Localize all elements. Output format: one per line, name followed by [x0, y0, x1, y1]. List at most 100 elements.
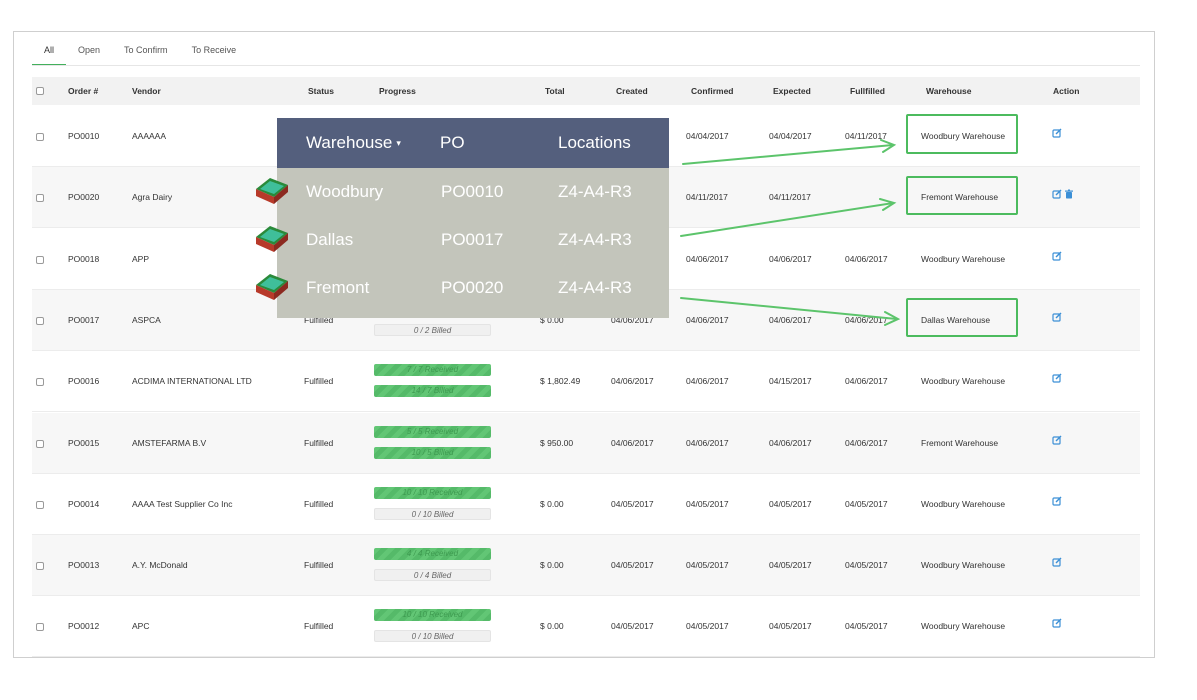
billed-progress-bar: 0 / 10 Billed: [374, 630, 491, 642]
expected-date: 04/05/2017: [769, 560, 812, 570]
column-warehouse[interactable]: Warehouse: [926, 86, 972, 96]
table-row[interactable]: PO0016 ACDIMA INTERNATIONAL LTD Fulfilled $…: [32, 351, 1140, 412]
column-status[interactable]: Status: [308, 86, 334, 96]
callout-warehouse-2: Dallas: [306, 230, 353, 250]
order-number[interactable]: PO0020: [68, 192, 99, 202]
edit-icon[interactable]: [1052, 251, 1062, 261]
created-date: 04/05/2017: [611, 621, 654, 631]
expected-date: 04/11/2017: [769, 192, 811, 202]
row-actions: [1052, 373, 1062, 383]
order-number[interactable]: PO0014: [68, 499, 99, 509]
callout-header-warehouse[interactable]: Warehouse ▾: [306, 133, 401, 153]
received-progress-bar: 7 / 7 Received: [374, 364, 491, 376]
tab-to-receive[interactable]: To Receive: [180, 42, 249, 66]
edit-icon[interactable]: [1052, 496, 1062, 506]
warehouse-name: Woodbury Warehouse: [921, 560, 1005, 570]
edit-icon[interactable]: [1052, 618, 1062, 628]
vendor-name: AAAAAA: [132, 131, 166, 141]
warehouse-building-icon: [254, 175, 290, 205]
fulfilled-date: 04/06/2017: [845, 376, 888, 386]
row-checkbox[interactable]: [36, 440, 44, 448]
row-actions: [1052, 557, 1062, 567]
row-checkbox[interactable]: [36, 378, 44, 386]
filter-tabs: All Open To Confirm To Receive: [32, 42, 248, 66]
column-created[interactable]: Created: [616, 86, 648, 96]
trash-icon[interactable]: [1064, 189, 1074, 199]
total-amount: $ 1,802.49: [540, 376, 580, 386]
vendor-name: ASPCA: [132, 315, 161, 325]
warehouse-name: Woodbury Warehouse: [921, 499, 1005, 509]
row-actions: [1052, 618, 1062, 628]
created-date: 04/05/2017: [611, 499, 654, 509]
status-text: Fulfilled: [304, 438, 333, 448]
row-checkbox[interactable]: [36, 562, 44, 570]
column-progress[interactable]: Progress: [379, 86, 416, 96]
expected-date: 04/05/2017: [769, 621, 812, 631]
tab-open[interactable]: Open: [66, 42, 112, 66]
callout-header-locations: Locations: [558, 133, 631, 153]
vendor-name: APP: [132, 254, 149, 264]
row-checkbox[interactable]: [36, 194, 44, 202]
column-expected[interactable]: Expected: [773, 86, 811, 96]
column-action: Action: [1053, 86, 1079, 96]
order-number[interactable]: PO0018: [68, 254, 99, 264]
order-number[interactable]: PO0013: [68, 560, 99, 570]
order-number[interactable]: PO0015: [68, 438, 99, 448]
callout-warehouse-3: Fremont: [306, 278, 369, 298]
fulfilled-date: 04/06/2017: [845, 315, 888, 325]
column-confirmed[interactable]: Confirmed: [691, 86, 734, 96]
column-total[interactable]: Total: [545, 86, 565, 96]
fulfilled-date: 04/06/2017: [845, 254, 888, 264]
edit-icon[interactable]: [1052, 557, 1062, 567]
row-checkbox[interactable]: [36, 256, 44, 264]
expected-date: 04/06/2017: [769, 254, 812, 264]
total-amount: $ 0.00: [540, 621, 564, 631]
callout-body: Woodbury PO0010 Z4-A4-R3 Dallas PO0017 Z…: [277, 168, 669, 318]
fulfilled-date: 04/05/2017: [845, 621, 888, 631]
row-actions: [1052, 496, 1062, 506]
callout-location-3: Z4-A4-R3: [558, 278, 632, 298]
edit-icon[interactable]: [1052, 312, 1062, 322]
warehouse-location-callout: Warehouse ▾ PO Locations Woodbury PO0010 …: [277, 118, 669, 318]
confirmed-date: 04/05/2017: [686, 621, 729, 631]
vendor-name: Agra Dairy: [132, 192, 172, 202]
confirmed-date: 04/06/2017: [686, 438, 729, 448]
received-progress-bar: 5 / 5 Received: [374, 426, 491, 438]
edit-icon[interactable]: [1052, 189, 1062, 199]
row-actions: [1052, 128, 1062, 138]
table-row[interactable]: PO0014 AAAA Test Supplier Co Inc Fulfilled…: [32, 474, 1140, 535]
vendor-name: APC: [132, 621, 149, 631]
row-checkbox[interactable]: [36, 133, 44, 141]
table-header: Order # Vendor Status Progress Total Cre…: [32, 77, 1140, 105]
tab-to-confirm[interactable]: To Confirm: [112, 42, 180, 66]
select-all-checkbox[interactable]: [36, 87, 44, 95]
received-progress-bar: 10 / 10 Received: [374, 487, 491, 499]
edit-icon[interactable]: [1052, 128, 1062, 138]
column-vendor[interactable]: Vendor: [132, 86, 161, 96]
tab-all[interactable]: All: [32, 42, 66, 66]
column-fulfilled[interactable]: Fullfilled: [850, 86, 885, 96]
status-text: Fulfilled: [304, 621, 333, 631]
column-order[interactable]: Order #: [68, 86, 98, 96]
row-checkbox[interactable]: [36, 501, 44, 509]
total-amount: $ 0.00: [540, 499, 564, 509]
table-row[interactable]: PO0013 A.Y. McDonald Fulfilled $ 0.00 04/05/…: [32, 535, 1140, 596]
table-row[interactable]: PO0012 APC Fulfilled $ 0.00 04/05/2017 04/05/…: [32, 596, 1140, 657]
billed-progress-bar: 14 / 7 Billed: [374, 385, 491, 397]
warehouse-name: Woodbury Warehouse: [921, 376, 1005, 386]
received-progress-bar: 4 / 4 Received: [374, 548, 491, 560]
edit-icon[interactable]: [1052, 435, 1062, 445]
row-checkbox[interactable]: [36, 623, 44, 631]
table-row[interactable]: PO0015 AMSTEFARMA B.V Fulfilled $ 950.00 04/…: [32, 413, 1140, 474]
row-checkbox[interactable]: [36, 317, 44, 325]
confirmed-date: 04/06/2017: [686, 254, 729, 264]
fulfilled-date: 04/05/2017: [845, 499, 888, 509]
fulfilled-date: 04/05/2017: [845, 560, 888, 570]
order-number[interactable]: PO0012: [68, 621, 99, 631]
billed-progress-bar: 10 / 5 Billed: [374, 447, 491, 459]
order-number[interactable]: PO0017: [68, 315, 99, 325]
order-number[interactable]: PO0010: [68, 131, 99, 141]
warehouse-highlight-dallas: [906, 298, 1018, 337]
edit-icon[interactable]: [1052, 373, 1062, 383]
order-number[interactable]: PO0016: [68, 376, 99, 386]
